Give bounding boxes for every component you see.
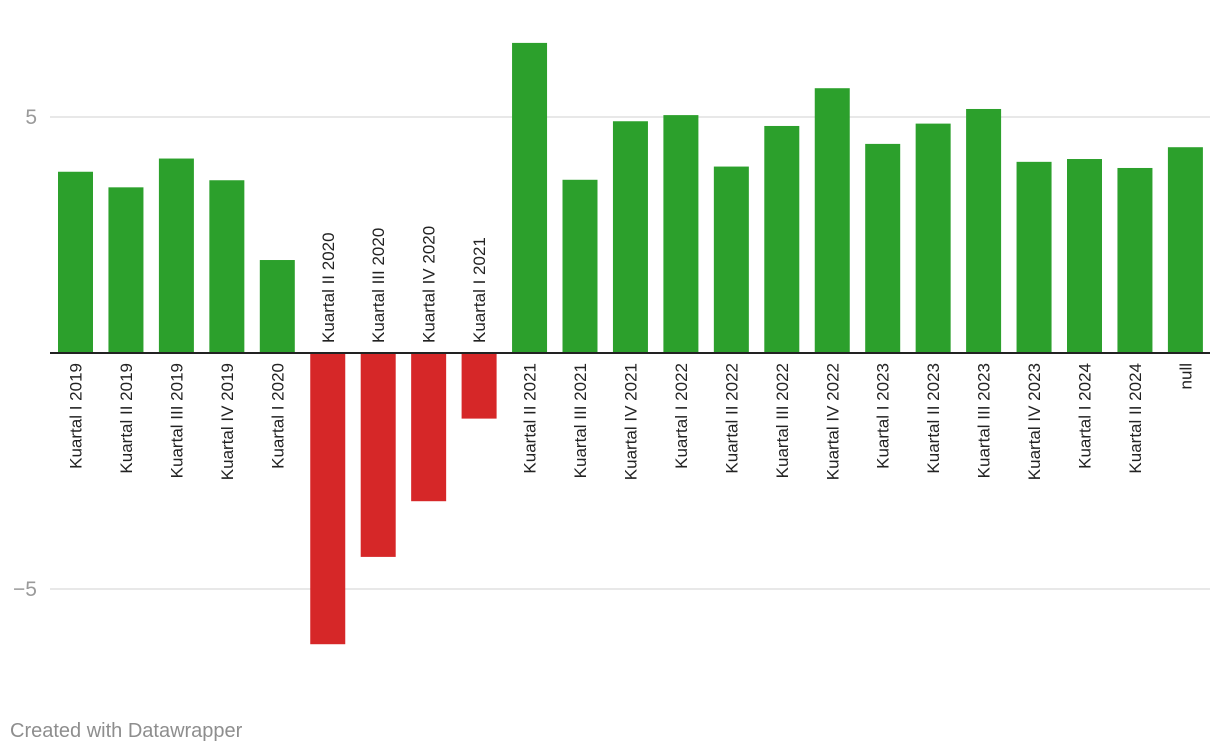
grid-layer: 5 −5 [13,106,1210,601]
bar [663,115,699,353]
bar [512,42,548,354]
category-label-layer: Kuartal I 2019 Kuartal II 2019 Kuartal III… [67,226,1196,480]
bar [1117,167,1153,353]
category-label: Kuartal III 2023 [975,363,994,478]
category-label: Kuartal I 2022 [672,363,691,469]
bar [865,143,901,353]
category-label: Kuartal I 2020 [268,363,287,469]
bar [108,187,144,353]
bar [1067,159,1102,353]
bar [713,166,749,353]
credit-text: Created with Datawrapper [10,720,243,742]
bar [58,171,93,353]
category-label: Kuartal IV 2023 [1025,363,1044,480]
category-label: Kuartal IV 2019 [218,363,237,480]
bar [915,123,951,353]
bar [310,353,346,645]
bar [814,88,850,354]
category-label: Kuartal II 2020 [319,232,338,343]
bar-chart: 5−5 Kuartal I 2019 Kuartal II 2019 Kuartal… [13,42,1210,645]
bar [259,260,295,353]
category-label: Kuartal I 2024 [1076,363,1095,469]
bar [612,121,648,353]
category-label: Kuartal III 2022 [773,363,792,478]
category-label: Kuartal I 2023 [874,363,893,469]
category-label: Kuartal IV 2020 [420,226,439,343]
bar-layer [50,42,1210,645]
bar [562,179,598,353]
bar [966,108,1002,353]
category-label: Kuartal II 2022 [722,363,741,474]
category-label: Kuartal II 2021 [521,363,540,474]
category-label: Kuartal III 2019 [167,363,186,478]
bar [461,353,497,419]
bar [1016,161,1052,353]
category-label: Kuartal III 2021 [571,363,590,478]
bar [360,353,396,557]
category-label: Kuartal IV 2021 [621,363,640,480]
category-label: Kuartal II 2019 [117,363,136,474]
bar [1167,147,1203,353]
category-label: Kuartal II 2023 [924,363,943,474]
bar [209,180,245,353]
category-label: Kuartal II 2024 [1126,363,1145,474]
category-label: Kuartal I 2021 [470,237,489,343]
bar [158,158,194,353]
category-label: null [1176,363,1195,389]
y-tick-label: 5 [25,106,37,129]
category-label: Kuartal IV 2022 [823,363,842,480]
bar [411,353,447,502]
category-label: Kuartal III 2020 [369,228,388,343]
y-tick-label: −5 [13,578,37,601]
category-label: Kuartal I 2019 [67,363,86,469]
bar [764,125,800,353]
